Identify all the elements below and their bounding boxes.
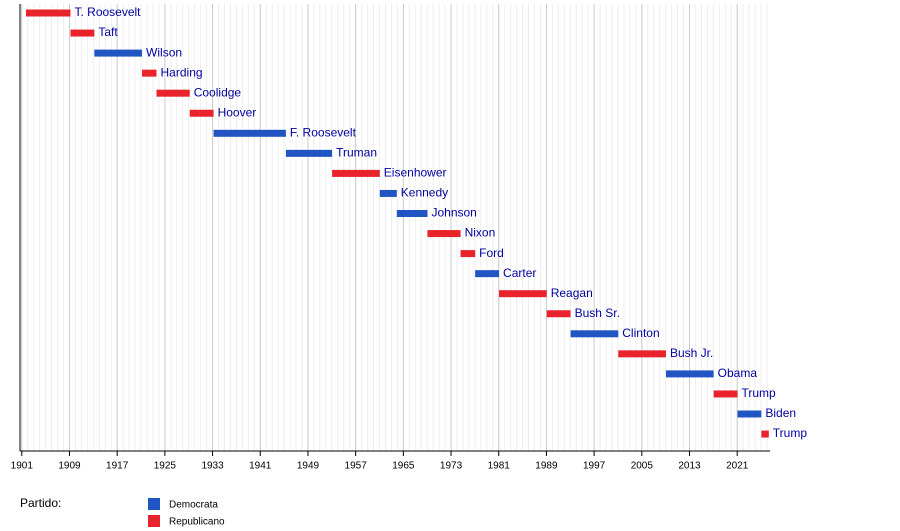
x-tick-label: 1973: [440, 461, 463, 472]
term-bar: [460, 250, 476, 258]
term-bar: [761, 430, 769, 438]
president-label: Ford: [479, 246, 504, 260]
term-bar: [713, 390, 738, 398]
president-label: Taft: [98, 25, 118, 39]
term-bar: [396, 210, 428, 217]
x-tick-label: 1925: [154, 461, 177, 472]
term-bar: [142, 69, 157, 77]
president-label: Kennedy: [401, 186, 448, 200]
term-bar: [737, 410, 762, 418]
president-label: Nixon: [465, 226, 496, 240]
x-tick-label: 1997: [583, 461, 606, 472]
president-label: Trump: [773, 426, 808, 440]
president-label: Coolidge: [194, 85, 242, 99]
x-tick-label: 1909: [58, 461, 81, 472]
x-tick-label: 2013: [678, 461, 701, 472]
term-bar: [285, 149, 333, 157]
president-label: Truman: [336, 146, 377, 160]
x-tick-label: 1917: [106, 461, 129, 472]
x-tick-label: 2021: [726, 461, 749, 472]
legend-swatch: [148, 498, 160, 510]
president-label: Reagan: [551, 286, 593, 300]
president-label: T. Roosevelt: [74, 5, 141, 19]
x-tick-label: 1949: [297, 461, 320, 472]
x-tick-label: 2005: [631, 461, 654, 472]
president-label: Eisenhower: [384, 166, 447, 180]
term-bar: [94, 49, 143, 57]
term-bar: [70, 29, 95, 37]
term-bar: [332, 169, 380, 177]
x-tick-label: 1989: [535, 461, 558, 472]
x-tick-label: 1965: [392, 461, 415, 472]
president-label: Bush Sr.: [575, 306, 620, 320]
term-bar: [427, 230, 461, 238]
president-label: Hoover: [218, 105, 257, 119]
president-label: Bush Jr.: [670, 346, 713, 360]
term-bar: [213, 129, 286, 137]
term-bar: [25, 9, 71, 17]
term-bar: [570, 330, 619, 338]
president-label: F. Roosevelt: [290, 125, 357, 139]
term-bar: [665, 370, 714, 378]
legend-swatch: [148, 515, 160, 527]
president-label: Obama: [718, 366, 758, 380]
term-bar: [618, 350, 666, 358]
term-bar: [189, 109, 214, 117]
x-tick-label: 1933: [201, 461, 224, 472]
x-tick-label: 1981: [488, 461, 511, 472]
term-bar: [379, 189, 397, 197]
president-label: Johnson: [431, 206, 476, 220]
legend-label: Democrata: [169, 500, 218, 511]
president-label: Carter: [503, 266, 536, 280]
legend-label: Republicano: [169, 517, 225, 528]
president-label: Wilson: [146, 45, 182, 59]
president-label: Clinton: [622, 326, 659, 340]
legend-title: Partido:: [20, 496, 61, 510]
president-label: Trump: [742, 386, 777, 400]
term-bar: [499, 290, 547, 298]
term-bar: [475, 270, 500, 278]
president-label: Biden: [765, 406, 796, 420]
president-label: Harding: [161, 65, 203, 79]
term-bar: [156, 89, 190, 97]
term-bar: [546, 310, 571, 318]
x-tick-label: 1941: [249, 461, 272, 472]
x-tick-label: 1957: [345, 461, 368, 472]
x-tick-label: 1901: [11, 461, 34, 472]
